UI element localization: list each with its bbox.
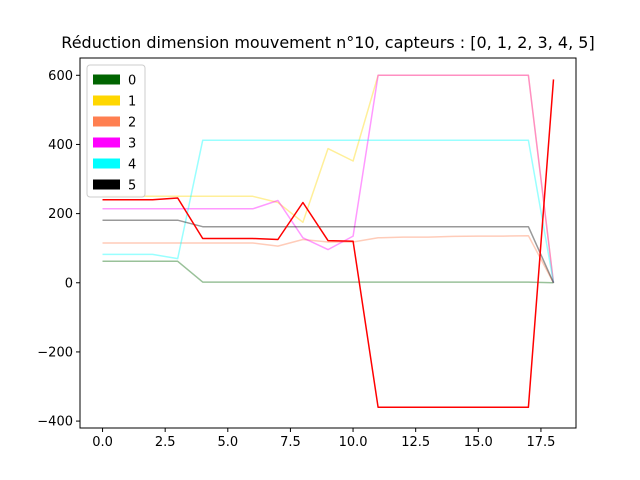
y-tick-label: 0 [65, 276, 73, 291]
chart-title: Réduction dimension mouvement n°10, capt… [61, 33, 594, 52]
legend-label-0: 0 [128, 74, 136, 89]
legend-swatch-4 [93, 158, 120, 169]
legend-swatch-5 [93, 179, 120, 190]
x-tick-label: 2.5 [155, 435, 176, 450]
y-tick-label: −400 [37, 415, 73, 430]
series-line-red [102, 79, 555, 409]
y-tick-label: 600 [48, 69, 73, 84]
y-tick-label: 200 [48, 207, 73, 222]
plot-area [102, 74, 555, 409]
x-tick-label: 7.5 [280, 435, 301, 450]
x-tick-label: 0.0 [92, 435, 113, 450]
legend-swatch-0 [93, 74, 120, 85]
legend-swatch-2 [93, 116, 120, 127]
legend-swatch-1 [93, 95, 120, 106]
legend: 0 1 2 3 4 5 [86, 64, 146, 198]
legend-box [86, 64, 146, 198]
series-line-3 [102, 74, 555, 283]
axis-ticks: 0.0 2.5 5.0 7.5 10.0 12.5 15.0 17.5 −400 −200 0 200… [37, 69, 555, 450]
x-tick-label: 5.0 [217, 435, 238, 450]
legend-swatch-3 [93, 137, 120, 148]
series-line-5 [102, 219, 555, 284]
series-line-0 [102, 260, 554, 284]
y-tick-label: −200 [37, 345, 73, 360]
x-tick-label: 10.0 [339, 435, 368, 450]
x-tick-label: 17.5 [526, 435, 555, 450]
x-tick-label: 15.0 [464, 435, 493, 450]
axes-frame [79, 57, 577, 429]
legend-label-1: 1 [128, 95, 136, 110]
legend-label-3: 3 [128, 137, 136, 152]
series-line-2 [102, 234, 555, 284]
legend-label-2: 2 [128, 116, 136, 131]
x-tick-label: 12.5 [401, 435, 430, 450]
y-tick-label: 400 [48, 138, 73, 153]
legend-label-5: 5 [128, 179, 136, 194]
series-line-4 [102, 139, 555, 283]
series-line-1 [102, 74, 555, 283]
legend-label-4: 4 [128, 158, 136, 173]
